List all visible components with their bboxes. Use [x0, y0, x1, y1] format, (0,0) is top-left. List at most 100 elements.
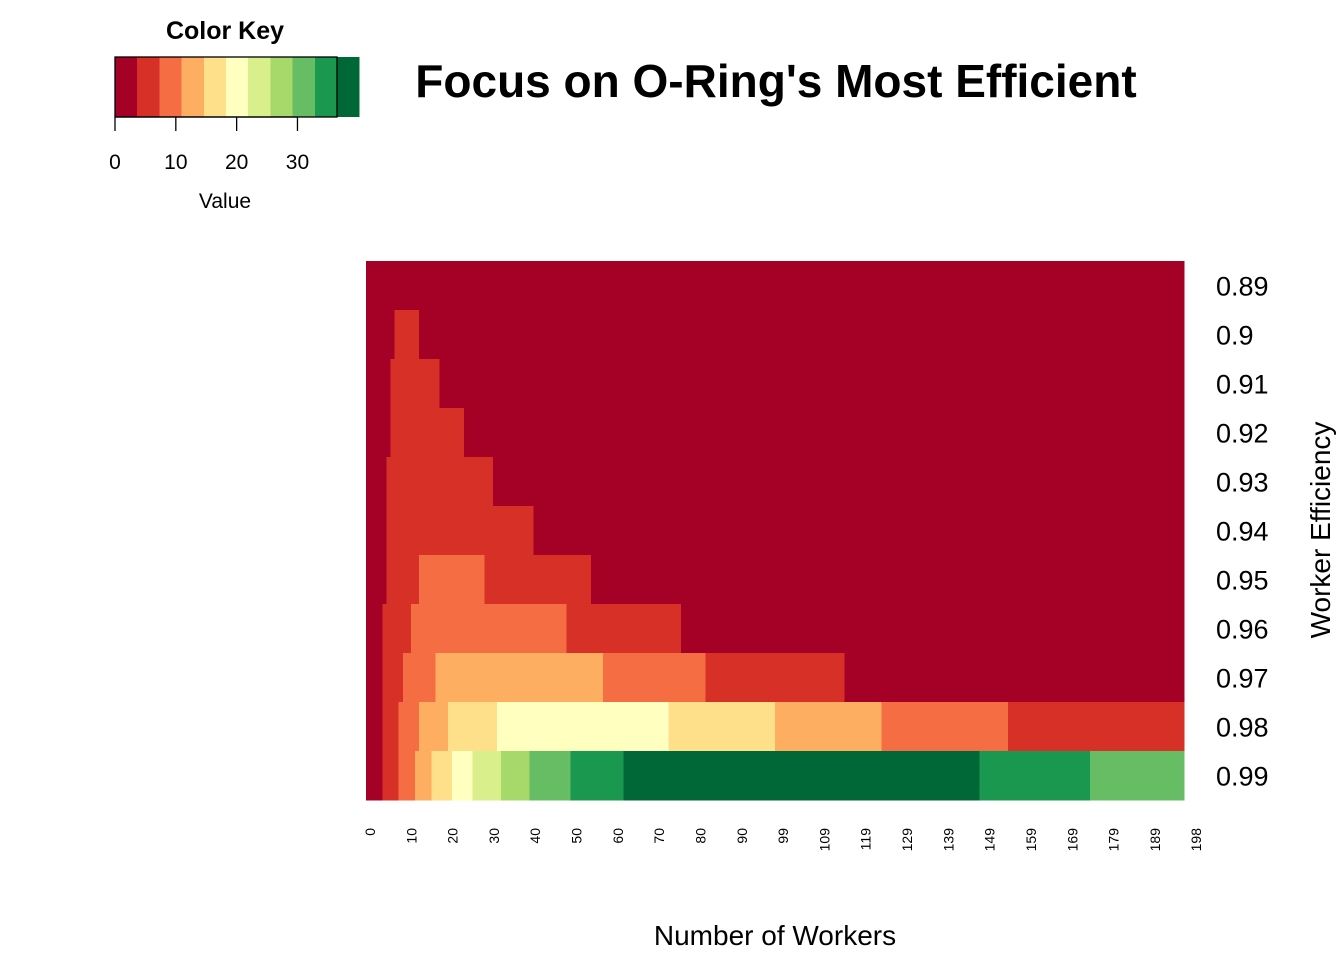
color-key-value-label: Value — [199, 190, 251, 213]
x-tick-label: 50 — [569, 828, 585, 844]
color-key-tick-label: 20 — [225, 151, 248, 174]
x-axis-title: Number of Workers — [654, 920, 896, 951]
x-tick-label: 20 — [445, 828, 461, 844]
heatmap-cell-0.91-1 — [390, 359, 441, 409]
heatmap-cell-0.97-5 — [705, 653, 846, 703]
heatmap-cell-0.96-4 — [680, 604, 1185, 654]
heatmap-cell-0.92-1 — [390, 408, 465, 458]
x-axis-tick-labels: 0 10 20 30 40 50 60 70 80 90 99 109 119 129 139 149 159 1… — [362, 828, 1204, 852]
x-tick-label: 60 — [610, 828, 626, 844]
heatmap-cell-0.97-6 — [844, 653, 1185, 703]
heatmap-cell-0.95-1 — [386, 555, 420, 605]
heatmap-cell-0.95-3 — [484, 555, 592, 605]
color-key-axis: 0 10 20 30 — [109, 116, 309, 174]
heatmap-cell-0.98-2 — [398, 702, 420, 752]
heatmap-cell-0.98-6 — [668, 702, 776, 752]
heatmap-cell-0.98-3 — [419, 702, 449, 752]
color-key-bin — [292, 57, 316, 117]
heatmap-cell-0.97-0 — [366, 653, 383, 703]
x-tick-label: 189 — [1147, 828, 1163, 852]
color-key-tick-label: 10 — [164, 151, 187, 174]
heatmap-cell-0.99-2 — [398, 751, 416, 801]
heatmap-cell-0.99-12 — [1089, 751, 1185, 801]
heatmap-cell-0.97-4 — [603, 653, 707, 703]
chart-title: Focus on O-Ring's Most Efficient — [415, 55, 1136, 107]
heatmap-cell-0.99-7 — [500, 751, 531, 801]
heatmap-cell-0.98-5 — [496, 702, 670, 752]
x-tick-label: 159 — [1023, 828, 1039, 852]
heatmap-cell-0.9-0 — [366, 310, 396, 360]
heatmap-cell-0.99-1 — [382, 751, 400, 801]
heatmap-cell-0.92-2 — [464, 408, 1185, 458]
color-key: Color Key 0 10 20 30 Value — [109, 17, 360, 213]
x-tick-label: 129 — [899, 828, 915, 852]
heatmap-cell-0.91-2 — [439, 359, 1185, 409]
y-tick-label: 0.9 — [1216, 321, 1254, 351]
heatmap-cell-0.96-2 — [410, 604, 568, 654]
heatmap-cell-0.94-0 — [366, 506, 388, 556]
heatmap-cell-0.96-1 — [382, 604, 412, 654]
color-key-bin — [314, 57, 338, 117]
heatmap-cell-0.97-1 — [382, 653, 404, 703]
x-tick-label: 139 — [940, 828, 956, 852]
x-tick-label: 198 — [1188, 828, 1204, 852]
x-tick-label: 179 — [1106, 828, 1122, 852]
x-tick-label: 10 — [403, 828, 419, 844]
heatmap-cell-0.99-8 — [529, 751, 572, 801]
heatmap-cell-0.99-0 — [366, 751, 383, 801]
color-key-bin — [159, 57, 183, 117]
color-key-bin — [337, 57, 360, 117]
y-tick-label: 0.89 — [1216, 272, 1269, 302]
heatmap-cell-0.93-1 — [386, 457, 494, 507]
color-key-title: Color Key — [166, 17, 284, 45]
color-key-bin — [226, 57, 249, 117]
heatmap-cell-0.93-2 — [492, 457, 1185, 507]
heatmap-cell-0.99-3 — [415, 751, 433, 801]
heatmap-cell-0.94-2 — [533, 506, 1185, 556]
heatmap-cell-0.9-1 — [394, 310, 420, 360]
y-tick-label: 0.95 — [1216, 566, 1269, 596]
heatmap-cell-0.95-0 — [366, 555, 388, 605]
heatmap-cell-0.98-0 — [366, 702, 383, 752]
x-tick-label: 70 — [651, 828, 667, 844]
heatmap-cell-0.92-0 — [366, 408, 392, 458]
y-tick-label: 0.91 — [1216, 370, 1269, 400]
heatmap-cell-0.98-1 — [382, 702, 400, 752]
heatmap-cell-0.96-3 — [566, 604, 682, 654]
heatmap-cell-0.89-0 — [366, 261, 1185, 311]
heatmap-cell-0.98-9 — [1008, 702, 1185, 752]
x-tick-label: 0 — [362, 828, 378, 836]
heatmap-cell-0.9-2 — [419, 310, 1185, 360]
heatmap-cell-0.99-6 — [472, 751, 502, 801]
y-tick-label: 0.94 — [1216, 517, 1269, 547]
y-tick-label: 0.97 — [1216, 664, 1269, 694]
x-tick-label: 80 — [692, 828, 708, 844]
heatmap-cell-0.93-0 — [366, 457, 388, 507]
x-tick-label: 149 — [982, 828, 998, 852]
x-tick-label: 169 — [1064, 828, 1080, 852]
color-key-tick-label: 30 — [286, 151, 309, 174]
y-tick-label: 0.96 — [1216, 615, 1269, 645]
y-tick-label: 0.92 — [1216, 419, 1269, 449]
x-tick-label: 30 — [486, 828, 502, 844]
heatmap-cell-0.98-4 — [447, 702, 498, 752]
heatmap-cell-0.97-3 — [435, 653, 604, 703]
color-key-bin — [137, 57, 160, 117]
heatmap-cell-0.99-4 — [431, 751, 453, 801]
heatmap-cell-0.99-10 — [623, 751, 981, 801]
color-key-bin — [203, 57, 227, 117]
heatmap-cell-0.99-5 — [451, 751, 473, 801]
heatmap-cell-0.99-9 — [570, 751, 625, 801]
y-axis-tick-labels: 0.89 0.9 0.91 0.92 0.93 0.94 0.95 0.96 0.97 0.98 0… — [1216, 272, 1269, 792]
heatmap-cell-0.91-0 — [366, 359, 392, 409]
y-tick-label: 0.99 — [1216, 762, 1269, 792]
heatmap-cells — [366, 261, 1185, 801]
color-key-bins — [115, 57, 360, 117]
y-tick-label: 0.98 — [1216, 713, 1269, 743]
heatmap-cell-0.99-11 — [979, 751, 1091, 801]
color-key-tick-label: 0 — [109, 151, 121, 174]
color-key-bin — [115, 57, 138, 117]
heatmap-cell-0.95-2 — [419, 555, 486, 605]
heatmap-cell-0.96-0 — [366, 604, 383, 654]
